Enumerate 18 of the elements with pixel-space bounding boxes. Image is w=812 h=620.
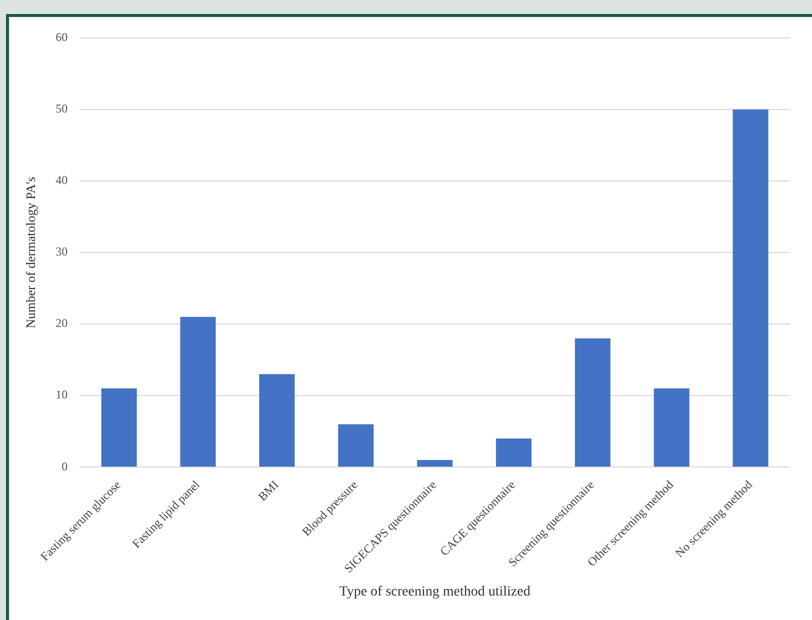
bar [496,438,532,467]
bar [417,460,453,467]
y-tick-label: 50 [56,102,68,116]
x-axis-title: Type of screening method utilized [339,584,530,600]
bar [101,388,137,467]
y-tick-label: 0 [62,459,68,474]
bar [338,424,374,467]
bar [259,374,295,467]
y-tick-label: 60 [56,30,68,44]
bar [732,110,768,467]
y-tick-label: 30 [56,244,68,259]
bar [654,388,690,467]
y-tick-label: 10 [56,388,68,402]
y-axis-title: Number of dermatology PA's [23,176,38,328]
y-tick-label: 40 [56,173,68,188]
y-tick-label: 20 [56,316,68,330]
bar [574,338,610,467]
bar [180,316,216,467]
